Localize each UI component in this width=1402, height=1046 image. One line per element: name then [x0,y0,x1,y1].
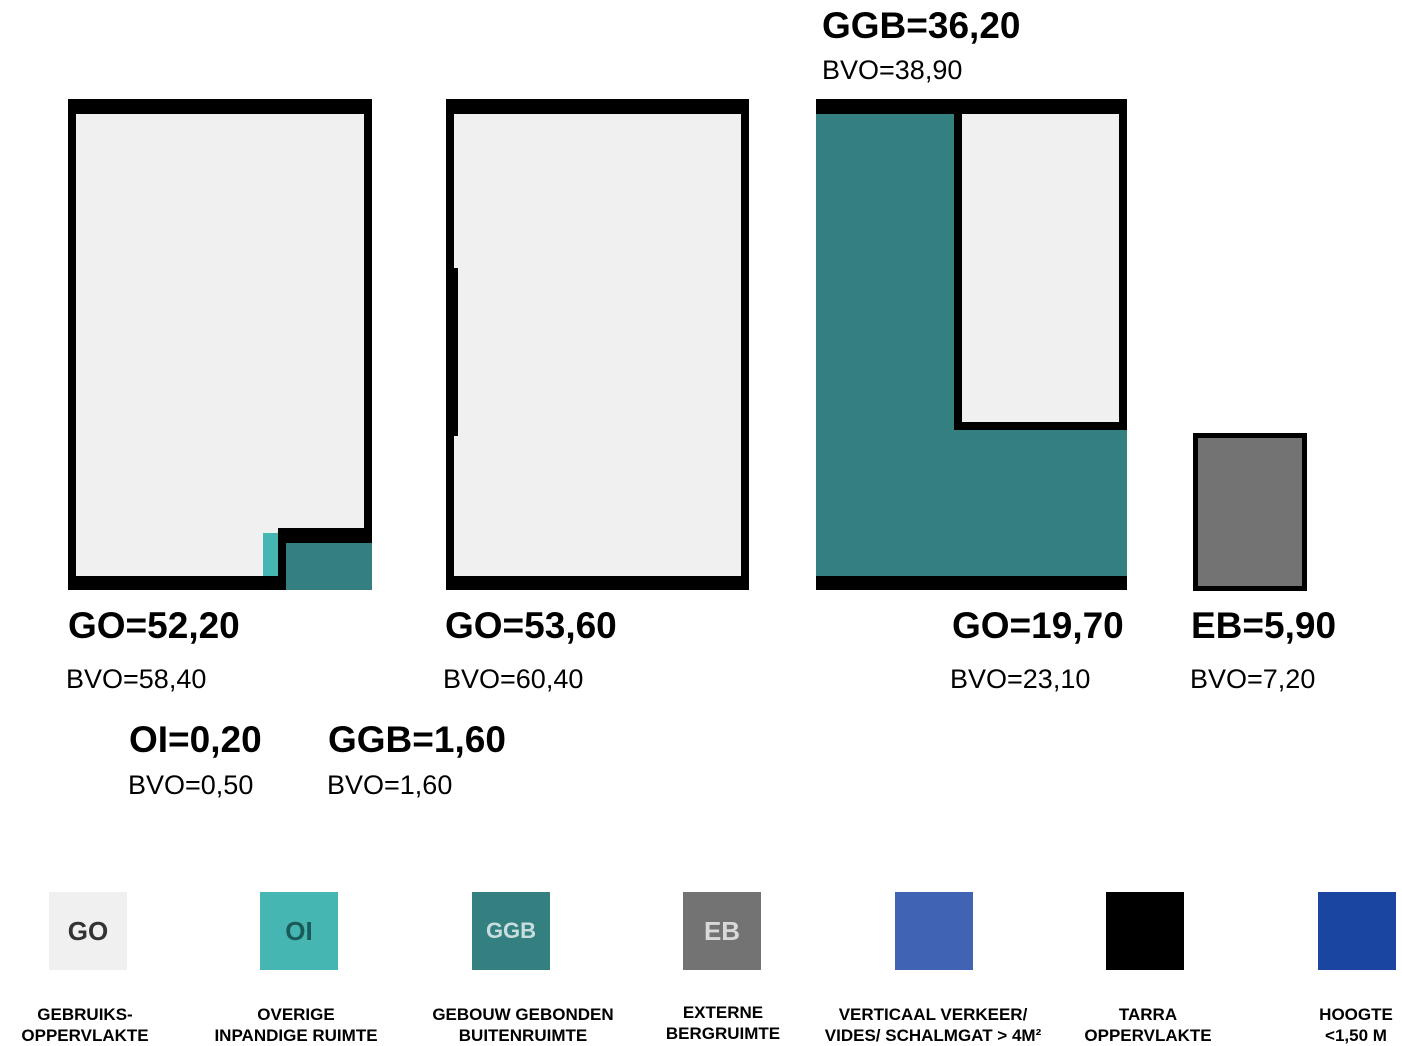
legend-label-hoogte: HOOGTE <1,50 M [1319,1005,1393,1045]
room-1-inner-wall-top [278,528,372,543]
legend-label-go: GEBRUIKS- OPPERVLAKTE [21,1005,149,1045]
room-2-bvo: BVO=60,40 [443,664,584,694]
legend-swatch-hoogte [1318,892,1396,970]
room-1-title: GO=52,20 [68,605,240,646]
legend-code-eb: EB [703,915,741,946]
legend-swatch-oi: OI [260,892,338,970]
ggb-small-title: GGB=1,60 [328,719,506,760]
room-1-go [68,99,372,590]
oi-title: OI=0,20 [129,719,262,760]
room-3-bottom-wall [816,576,1127,590]
room-3-go-title: GO=19,70 [952,605,1124,646]
room-3-go-bvo: BVO=23,10 [950,664,1091,694]
room-1-bvo: BVO=58,40 [66,664,207,694]
ggb-small-bvo: BVO=1,60 [327,770,453,800]
room-1-ggb-area [285,543,372,590]
legend-code-go: GO [67,915,109,946]
room-2-go [446,99,749,590]
legend-code-oi: OI [285,915,313,946]
room-4-title: EB=5,90 [1191,605,1337,646]
legend-label-tarra: TARRA OPPERVLAKTE [1084,1005,1212,1045]
room-2-wall-thick [446,268,458,436]
room-4-bvo: BVO=7,20 [1190,664,1316,694]
legend-label-oi: OVERIGE INPANDIGE RUIMTE [214,1005,378,1045]
legend-swatch-eb: EB [683,892,761,970]
legend-swatch-go: GO [49,892,127,970]
legend-label-ggb: GEBOUW GEBONDEN BUITENRUIMTE [432,1005,614,1045]
legend-swatch-tarra [1106,892,1184,970]
legend-code-ggb: GGB [485,918,537,943]
room-1-inner-wall-left [278,528,286,590]
room-3-go [954,106,1127,430]
room-4-eb [1193,433,1307,591]
room-3-ggb-title: GGB=36,20 [822,5,1021,46]
legend-label-verticaal: VERTICAAL VERKEER/VIDES/ SCHALMGAT > 4M² [824,1005,1042,1045]
legend-label-eb: EXTERNE BERGRUIMTE [665,1003,781,1043]
legend-swatch-ggb: GGB [472,892,550,970]
room-2-title: GO=53,60 [445,605,617,646]
oi-bvo: BVO=0,50 [128,770,254,800]
room-3-ggb-bvo: BVO=38,90 [822,55,963,85]
room-1-oi-area [263,533,278,576]
legend-swatch-verticaal [895,892,973,970]
